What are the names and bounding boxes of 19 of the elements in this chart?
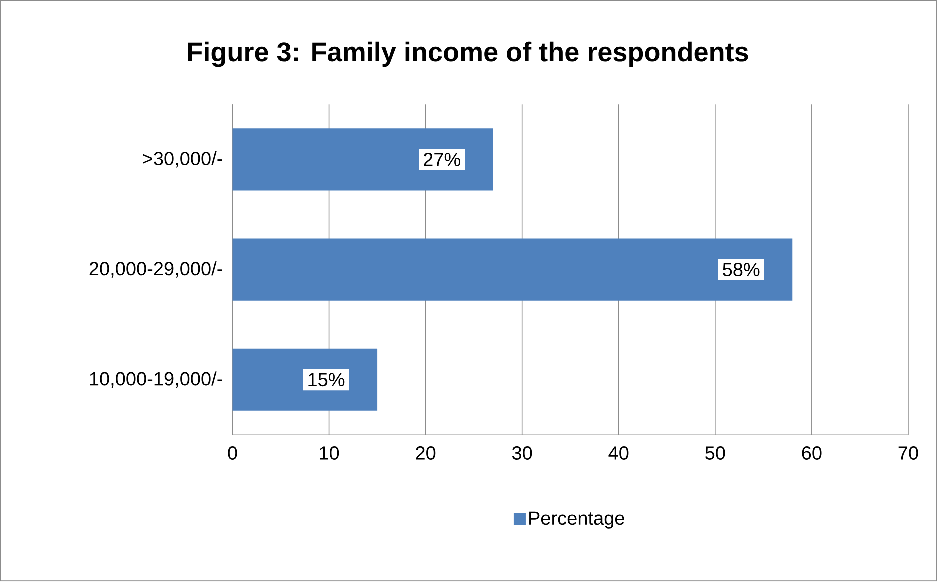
y-tick-label: 10,000-19,000/- — [90, 372, 222, 388]
bar — [232, 128, 494, 191]
chart-title: Figure 3: Family income of the respondents — [188, 42, 748, 68]
data-label: 15% — [308, 373, 345, 387]
x-tick-label: 50 — [706, 446, 726, 460]
y-tick-label: 20,000-29,000/- — [90, 262, 222, 278]
data-label: 27% — [424, 153, 460, 167]
x-tick-label: 0 — [228, 446, 238, 460]
x-tick-label: 10 — [320, 446, 340, 460]
x-tick-label: 60 — [802, 446, 822, 460]
x-tick-label: 20 — [416, 446, 436, 460]
x-tick-label: 40 — [608, 446, 629, 460]
bar — [232, 238, 793, 302]
x-tick-label: 70 — [898, 446, 918, 460]
data-label: 58% — [723, 263, 760, 277]
y-tick-label: >30,000/- — [143, 152, 222, 168]
legend-label: Percentage — [530, 512, 624, 530]
x-tick-label: 30 — [512, 446, 532, 460]
bar — [232, 349, 378, 412]
